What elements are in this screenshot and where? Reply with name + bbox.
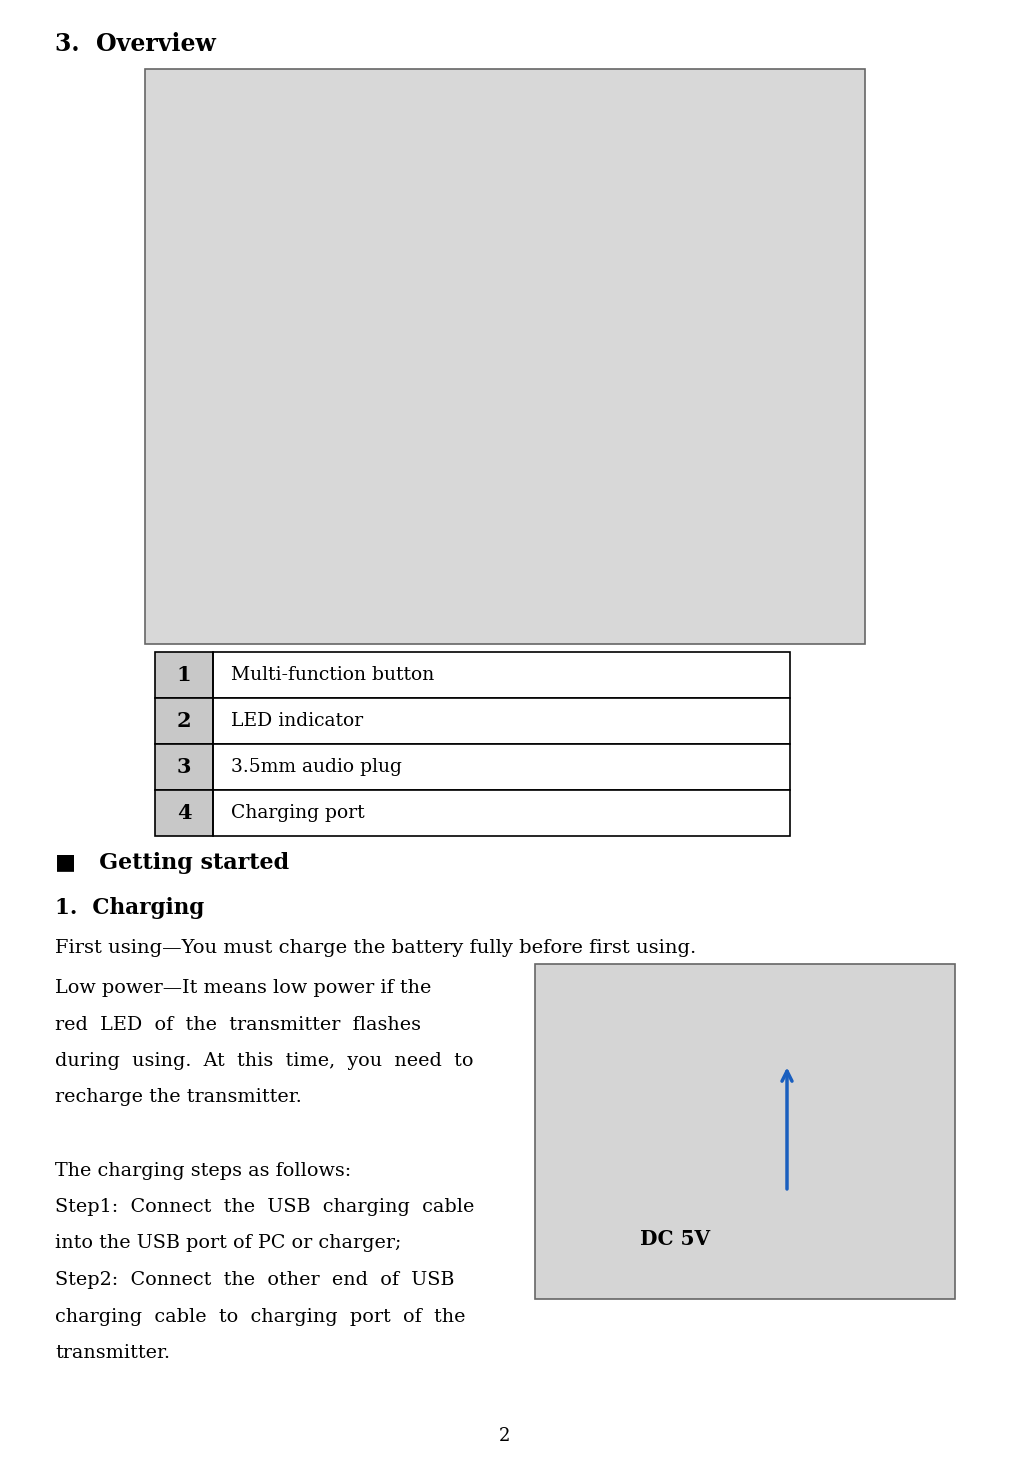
Bar bbox=[145, 69, 865, 644]
Bar bbox=[213, 790, 790, 836]
Bar bbox=[213, 699, 790, 744]
Text: ■   Getting started: ■ Getting started bbox=[55, 852, 289, 874]
Bar bbox=[213, 790, 790, 836]
Text: 2: 2 bbox=[499, 1427, 511, 1445]
Text: Charging port: Charging port bbox=[231, 803, 365, 822]
Text: LED indicator: LED indicator bbox=[231, 712, 364, 730]
Bar bbox=[213, 744, 790, 790]
Bar bbox=[155, 744, 213, 790]
Bar bbox=[535, 964, 955, 1299]
Bar bbox=[213, 744, 790, 790]
Text: Step2:  Connect  the  other  end  of  USB: Step2: Connect the other end of USB bbox=[55, 1271, 455, 1288]
Bar bbox=[155, 699, 213, 744]
Text: red  LED  of  the  transmitter  flashes: red LED of the transmitter flashes bbox=[55, 1016, 421, 1033]
Text: charging  cable  to  charging  port  of  the: charging cable to charging port of the bbox=[55, 1307, 466, 1325]
Text: 1: 1 bbox=[177, 665, 191, 685]
Text: 3.  Overview: 3. Overview bbox=[55, 32, 216, 56]
Text: 3.5mm audio plug: 3.5mm audio plug bbox=[231, 758, 402, 775]
Text: First using—You must charge the battery fully before first using.: First using—You must charge the battery … bbox=[55, 939, 696, 957]
Bar bbox=[155, 699, 213, 744]
Bar bbox=[155, 652, 213, 699]
Text: DC 5V: DC 5V bbox=[640, 1229, 710, 1248]
Bar bbox=[213, 699, 790, 744]
Bar bbox=[213, 652, 790, 699]
Text: Step1:  Connect  the  USB  charging  cable: Step1: Connect the USB charging cable bbox=[55, 1198, 475, 1216]
Text: recharge the transmitter.: recharge the transmitter. bbox=[55, 1088, 302, 1107]
Text: transmitter.: transmitter. bbox=[55, 1344, 170, 1362]
Bar bbox=[155, 744, 213, 790]
Text: 2: 2 bbox=[177, 710, 191, 731]
Text: 3: 3 bbox=[177, 758, 191, 777]
Text: The charging steps as follows:: The charging steps as follows: bbox=[55, 1162, 351, 1179]
Text: Multi-function button: Multi-function button bbox=[231, 666, 434, 684]
Text: 4: 4 bbox=[177, 803, 191, 822]
Bar bbox=[155, 790, 213, 836]
Text: into the USB port of PC or charger;: into the USB port of PC or charger; bbox=[55, 1235, 401, 1253]
Text: 1.  Charging: 1. Charging bbox=[55, 898, 204, 918]
Bar bbox=[155, 790, 213, 836]
Text: during  using.  At  this  time,  you  need  to: during using. At this time, you need to bbox=[55, 1052, 474, 1070]
Bar bbox=[213, 652, 790, 699]
Bar bbox=[155, 652, 213, 699]
Text: Low power—It means low power if the: Low power—It means low power if the bbox=[55, 979, 431, 996]
